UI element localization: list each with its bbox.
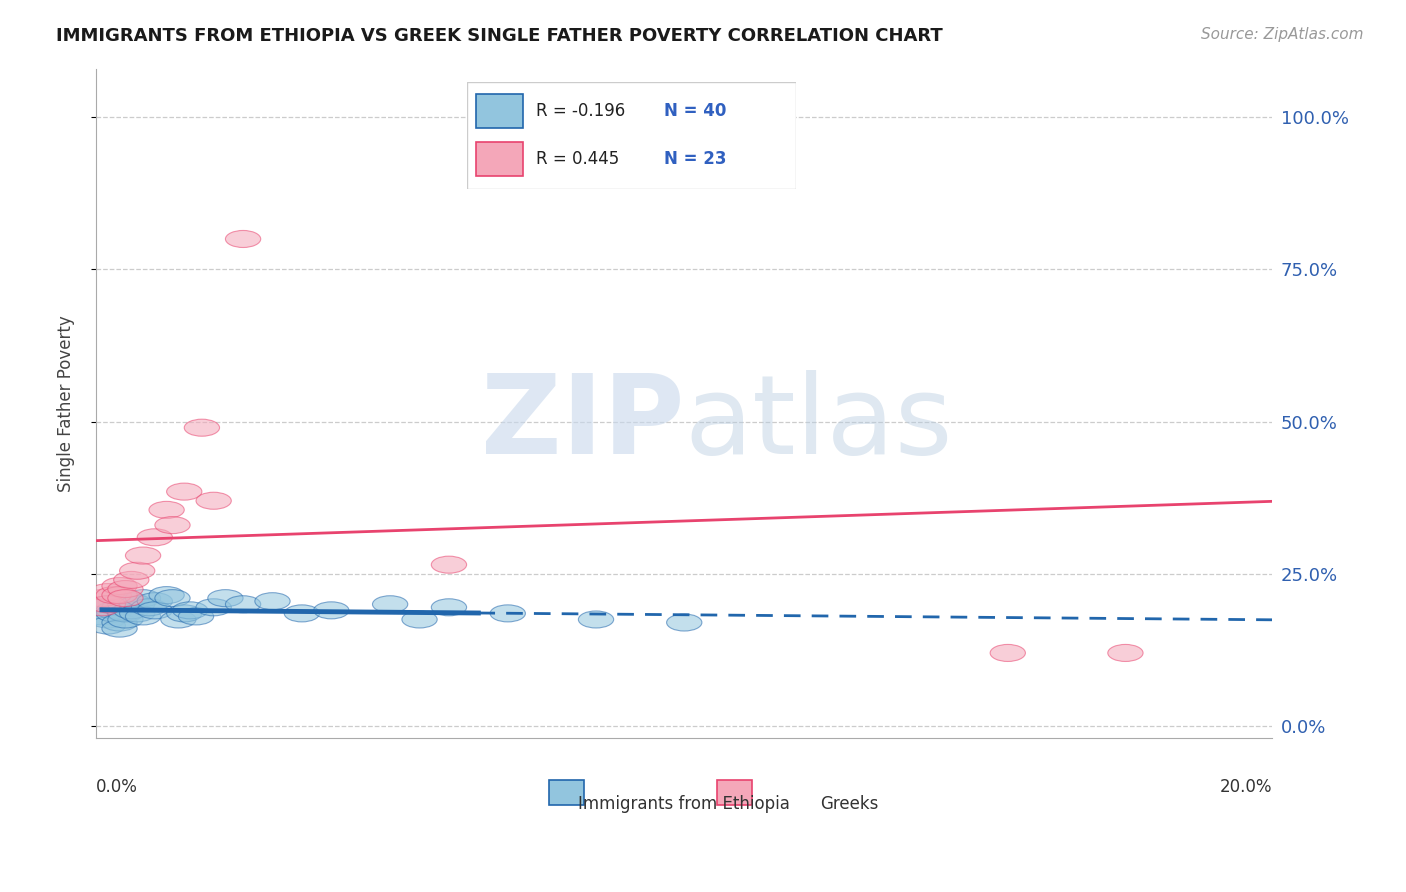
Ellipse shape (90, 617, 125, 634)
Ellipse shape (108, 590, 143, 607)
Ellipse shape (138, 602, 173, 619)
Ellipse shape (120, 562, 155, 579)
Ellipse shape (666, 614, 702, 631)
Ellipse shape (155, 590, 190, 607)
Ellipse shape (84, 599, 120, 615)
Ellipse shape (96, 602, 131, 619)
Text: atlas: atlas (685, 370, 953, 477)
Ellipse shape (125, 608, 160, 625)
Ellipse shape (114, 592, 149, 610)
Ellipse shape (166, 605, 202, 622)
Text: ZIP: ZIP (481, 370, 685, 477)
Ellipse shape (101, 587, 138, 604)
Ellipse shape (432, 556, 467, 574)
Ellipse shape (101, 577, 138, 594)
Text: Immigrants from Ethiopia: Immigrants from Ethiopia (578, 795, 790, 814)
Ellipse shape (90, 596, 125, 613)
Text: 0.0%: 0.0% (96, 779, 138, 797)
Ellipse shape (225, 596, 260, 613)
Ellipse shape (195, 492, 232, 509)
Ellipse shape (696, 124, 731, 141)
Ellipse shape (195, 599, 232, 615)
Ellipse shape (138, 529, 173, 546)
Ellipse shape (432, 599, 467, 615)
Text: Source: ZipAtlas.com: Source: ZipAtlas.com (1201, 27, 1364, 42)
Ellipse shape (184, 419, 219, 436)
Ellipse shape (96, 605, 131, 622)
Ellipse shape (578, 611, 613, 628)
Ellipse shape (120, 596, 155, 613)
FancyBboxPatch shape (717, 780, 752, 805)
Ellipse shape (160, 611, 195, 628)
Ellipse shape (491, 605, 526, 622)
Ellipse shape (90, 611, 125, 628)
Ellipse shape (225, 230, 260, 247)
Ellipse shape (155, 516, 190, 533)
Ellipse shape (84, 608, 120, 625)
Ellipse shape (84, 599, 120, 615)
Ellipse shape (166, 483, 202, 500)
Ellipse shape (114, 602, 149, 619)
Ellipse shape (179, 608, 214, 625)
Ellipse shape (90, 596, 125, 613)
Ellipse shape (101, 599, 138, 615)
Ellipse shape (314, 602, 349, 619)
Ellipse shape (125, 590, 160, 607)
Ellipse shape (108, 605, 143, 622)
Ellipse shape (149, 501, 184, 518)
Ellipse shape (254, 592, 290, 610)
Ellipse shape (208, 590, 243, 607)
Ellipse shape (108, 611, 143, 628)
Ellipse shape (1108, 644, 1143, 662)
Ellipse shape (125, 547, 160, 564)
Ellipse shape (284, 605, 319, 622)
Ellipse shape (373, 596, 408, 613)
Ellipse shape (101, 614, 138, 631)
Text: 20.0%: 20.0% (1220, 779, 1272, 797)
Ellipse shape (138, 592, 173, 610)
Ellipse shape (108, 581, 143, 598)
Ellipse shape (114, 572, 149, 589)
Ellipse shape (131, 599, 166, 615)
Text: IMMIGRANTS FROM ETHIOPIA VS GREEK SINGLE FATHER POVERTY CORRELATION CHART: IMMIGRANTS FROM ETHIOPIA VS GREEK SINGLE… (56, 27, 943, 45)
Ellipse shape (990, 644, 1025, 662)
Ellipse shape (120, 605, 155, 622)
Ellipse shape (149, 587, 184, 604)
Ellipse shape (96, 587, 131, 604)
Y-axis label: Single Father Poverty: Single Father Poverty (58, 315, 75, 491)
Ellipse shape (101, 620, 138, 637)
Ellipse shape (108, 596, 143, 613)
FancyBboxPatch shape (548, 780, 585, 805)
Text: Greeks: Greeks (820, 795, 879, 814)
Ellipse shape (84, 590, 120, 607)
Ellipse shape (90, 583, 125, 600)
Ellipse shape (173, 602, 208, 619)
Ellipse shape (402, 611, 437, 628)
